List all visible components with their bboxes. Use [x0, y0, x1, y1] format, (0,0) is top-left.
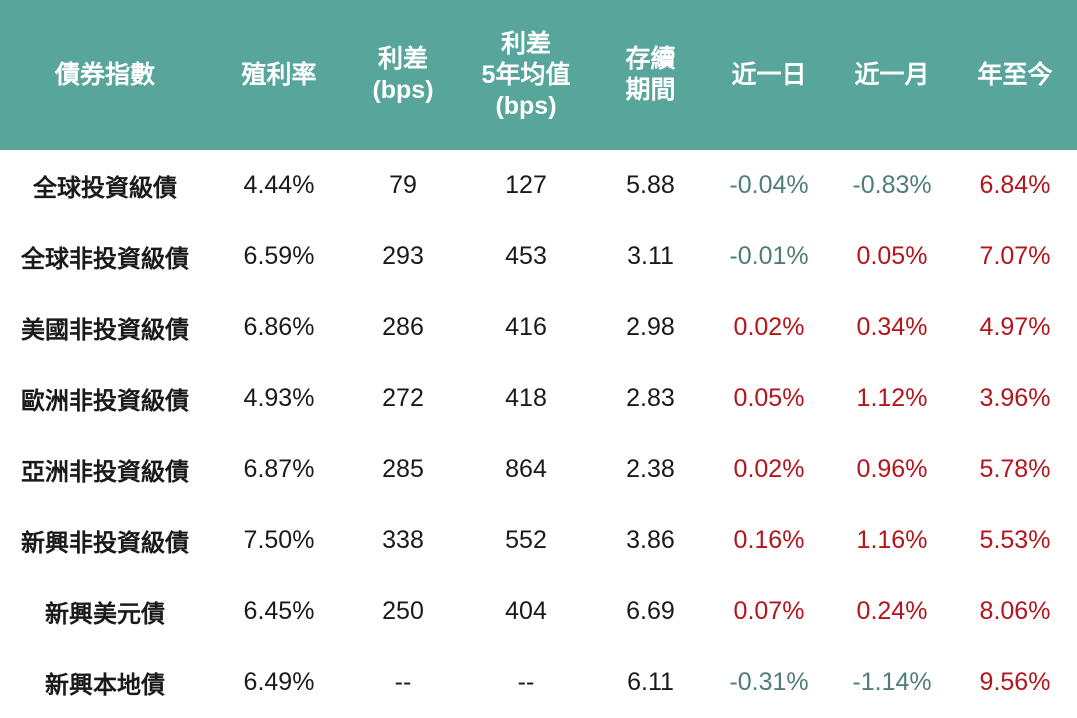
- cell-spread5y: 864: [505, 455, 547, 483]
- cell-ytd: 5.53%: [979, 526, 1051, 554]
- cell-name: 全球非投資級債: [21, 245, 189, 273]
- table-row: 新興美元債 6.45% 250 404 6.69 0.07% 0.24% 8.0…: [0, 576, 1077, 647]
- header-spread-5y-avg: 利差 5年均值 (bps): [458, 0, 594, 150]
- cell-yield: 7.50%: [243, 526, 315, 554]
- cell-ytd: 4.97%: [979, 313, 1051, 341]
- cell-spread: 79: [389, 171, 417, 199]
- header-spread-line1: 利差: [377, 45, 428, 73]
- cell-spread5y: 416: [505, 313, 547, 341]
- table-row: 美國非投資級債 6.86% 286 416 2.98 0.02% 0.34% 4…: [0, 292, 1077, 363]
- cell-spread: 272: [382, 384, 424, 412]
- table-row: 全球投資級債 4.44% 79 127 5.88 -0.04% -0.83% 6…: [0, 150, 1077, 221]
- header-spread5y-line1: 利差: [500, 29, 551, 58]
- cell-day: 0.16%: [733, 526, 805, 554]
- cell-yield: 4.44%: [243, 171, 315, 199]
- table-row: 新興非投資級債 7.50% 338 552 3.86 0.16% 1.16% 5…: [0, 505, 1077, 576]
- cell-duration: 2.83: [626, 384, 675, 412]
- header-yield: 殖利率: [241, 60, 317, 89]
- cell-ytd: 5.78%: [979, 455, 1051, 483]
- cell-spread5y: 552: [505, 526, 547, 554]
- cell-duration: 2.98: [626, 313, 675, 341]
- cell-name: 全球投資級債: [33, 174, 177, 202]
- header-index: 債券指數: [54, 60, 155, 89]
- cell-spread5y: 127: [505, 171, 547, 199]
- cell-day: 0.05%: [733, 384, 805, 412]
- cell-month: 1.16%: [856, 526, 928, 554]
- cell-name: 亞洲非投資級債: [21, 458, 189, 486]
- header-day: 近一日: [731, 60, 807, 89]
- header-spread: 利差 (bps): [348, 0, 458, 150]
- cell-month: 0.34%: [856, 313, 928, 341]
- cell-day: -0.31%: [729, 668, 809, 696]
- cell-yield: 6.86%: [243, 313, 315, 341]
- cell-ytd: 6.84%: [979, 171, 1051, 199]
- cell-day: 0.07%: [733, 597, 805, 625]
- cell-ytd: 8.06%: [979, 597, 1051, 625]
- cell-spread: 293: [382, 242, 424, 270]
- cell-month: 1.12%: [856, 384, 928, 412]
- cell-spread5y: 453: [505, 242, 547, 270]
- cell-ytd: 3.96%: [979, 384, 1051, 412]
- cell-duration: 3.11: [627, 242, 674, 270]
- cell-name: 新興美元債: [45, 600, 165, 628]
- cell-duration: 2.38: [626, 455, 675, 483]
- cell-month: -1.14%: [852, 668, 932, 696]
- cell-spread5y: 418: [505, 384, 547, 412]
- header-duration: 存續 期間: [594, 0, 707, 150]
- cell-duration: 6.69: [626, 597, 675, 625]
- table-row: 亞洲非投資級債 6.87% 285 864 2.38 0.02% 0.96% 5…: [0, 434, 1077, 505]
- cell-spread5y: --: [517, 668, 535, 696]
- cell-yield: 6.45%: [243, 597, 315, 625]
- table-row: 歐洲非投資級債 4.93% 272 418 2.83 0.05% 1.12% 3…: [0, 363, 1077, 434]
- cell-month: 0.24%: [856, 597, 928, 625]
- header-month: 近一月: [854, 60, 930, 89]
- cell-ytd: 9.56%: [979, 668, 1051, 696]
- table-row: 新興本地債 6.49% -- -- 6.11 -0.31% -1.14% 9.5…: [0, 647, 1077, 718]
- cell-yield: 6.59%: [243, 242, 315, 270]
- cell-yield: 6.49%: [243, 668, 315, 696]
- cell-duration: 6.11: [627, 668, 674, 696]
- cell-day: 0.02%: [733, 313, 805, 341]
- cell-ytd: 7.07%: [979, 242, 1051, 270]
- cell-spread: 285: [382, 455, 424, 483]
- cell-yield: 6.87%: [243, 455, 315, 483]
- cell-month: 0.05%: [856, 242, 928, 270]
- header-row: 債券指數 殖利率 利差 (bps) 利差 5年均值 (bps) 存續 期間 近一…: [0, 0, 1077, 150]
- cell-day: -0.04%: [729, 171, 809, 199]
- cell-day: 0.02%: [733, 455, 805, 483]
- header-spread5y-line2: 5年均值: [481, 60, 571, 89]
- cell-name: 美國非投資級債: [21, 316, 189, 344]
- cell-name: 新興本地債: [45, 671, 165, 699]
- cell-month: -0.83%: [852, 171, 932, 199]
- cell-spread: 286: [382, 313, 424, 341]
- cell-spread: 338: [382, 526, 424, 554]
- header-duration-line2: 期間: [625, 76, 676, 104]
- cell-duration: 3.86: [626, 526, 675, 554]
- cell-spread: 250: [382, 597, 424, 625]
- cell-day: -0.01%: [729, 242, 809, 270]
- cell-spread: --: [394, 668, 412, 696]
- header-ytd: 年至今: [977, 60, 1053, 89]
- header-duration-line1: 存續: [625, 45, 676, 73]
- cell-duration: 5.88: [626, 171, 675, 199]
- header-spread-line2: (bps): [372, 76, 434, 104]
- cell-month: 0.96%: [856, 455, 928, 483]
- table-row: 全球非投資級債 6.59% 293 453 3.11 -0.01% 0.05% …: [0, 221, 1077, 292]
- cell-name: 歐洲非投資級債: [21, 387, 189, 415]
- cell-name: 新興非投資級債: [21, 529, 189, 557]
- cell-yield: 4.93%: [243, 384, 315, 412]
- header-spread5y-line3: (bps): [495, 91, 557, 120]
- cell-spread5y: 404: [505, 597, 547, 625]
